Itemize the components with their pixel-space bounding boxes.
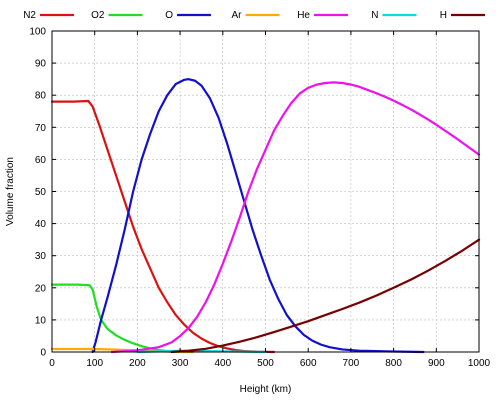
y-tick-label: 30 bbox=[35, 251, 47, 262]
legend-label-h: H bbox=[440, 10, 447, 21]
series-layer bbox=[50, 78, 481, 354]
x-tick-label: 0 bbox=[49, 358, 55, 369]
x-tick-label: 800 bbox=[385, 358, 402, 369]
ticks: 0 100 200 300 400 500 600 700 800 900 1000 0 10 20 30 4… bbox=[29, 27, 490, 370]
y-tick-label: 80 bbox=[35, 91, 47, 102]
y-tick-label: 70 bbox=[35, 123, 47, 134]
x-tick-label: 1000 bbox=[468, 358, 491, 369]
y-tick-label: 100 bbox=[29, 27, 46, 38]
y-tick-label: 60 bbox=[35, 155, 47, 166]
y-tick-label: 90 bbox=[35, 59, 47, 70]
x-tick-label: 600 bbox=[300, 358, 317, 369]
legend: N2 O2 O Ar He N H bbox=[23, 10, 485, 21]
x-tick-label: 300 bbox=[172, 358, 189, 369]
legend-label-o2: O2 bbox=[91, 10, 105, 21]
x-tick-label: 100 bbox=[86, 358, 103, 369]
y-tick-label: 0 bbox=[40, 348, 46, 359]
legend-label-he: He bbox=[297, 10, 310, 21]
series-line-o bbox=[91, 78, 425, 354]
legend-label-ar: Ar bbox=[232, 10, 243, 21]
x-tick-label: 200 bbox=[129, 358, 146, 369]
legend-label-o: O bbox=[165, 10, 173, 21]
legend-label-n2: N2 bbox=[23, 10, 36, 21]
series-line-h bbox=[170, 238, 481, 354]
legend-label-n: N bbox=[371, 10, 378, 21]
x-tick-label: 700 bbox=[343, 358, 360, 369]
series-line-n2 bbox=[50, 99, 276, 354]
series-line-he bbox=[110, 81, 481, 354]
x-tick-label: 900 bbox=[428, 358, 445, 369]
x-tick-label: 500 bbox=[257, 358, 274, 369]
y-tick-label: 20 bbox=[35, 283, 47, 294]
grid bbox=[52, 31, 479, 352]
y-tick-label: 40 bbox=[35, 219, 47, 230]
y-tick-label: 10 bbox=[35, 315, 47, 326]
x-axis-title: Height (km) bbox=[240, 384, 292, 395]
y-axis-title: Volume fraction bbox=[5, 157, 16, 226]
y-tick-label: 50 bbox=[35, 187, 47, 198]
x-tick-label: 400 bbox=[214, 358, 231, 369]
